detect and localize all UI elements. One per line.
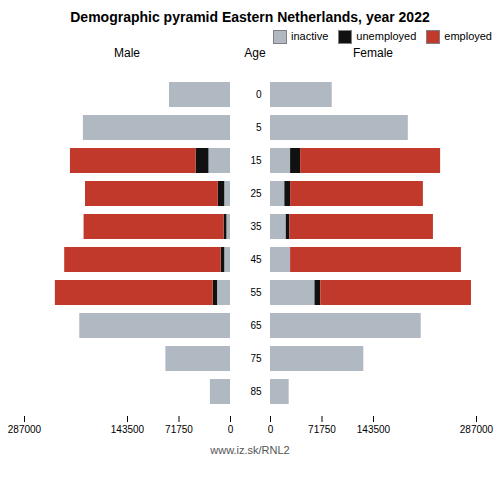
svg-text:287000: 287000	[460, 424, 494, 435]
svg-text:71750: 71750	[165, 424, 193, 435]
html-text:inactive: inactive	[291, 30, 329, 42]
svg-text:0: 0	[256, 89, 262, 100]
svg-text:75: 75	[250, 353, 262, 364]
html-text:Female: Female	[353, 46, 393, 60]
html-text:Demographic pyramid Eastern Ne: Demographic pyramid Eastern Netherlands,…	[70, 9, 430, 25]
svg-text:65: 65	[250, 320, 262, 331]
svg-text:85: 85	[250, 386, 262, 397]
svg-text:35: 35	[250, 221, 262, 232]
svg-text:5: 5	[256, 122, 262, 133]
html-text:employed: employed	[444, 30, 492, 42]
html-text:www.iz.sk/RNL2: www.iz.sk/RNL2	[210, 444, 290, 456]
html-text:Age: Age	[244, 46, 266, 60]
svg-text:0: 0	[228, 424, 234, 435]
svg-text:143500: 143500	[357, 424, 391, 435]
svg-text:71750: 71750	[308, 424, 336, 435]
html-text:Male: Male	[114, 46, 140, 60]
svg-text:55: 55	[250, 287, 262, 298]
svg-text:0: 0	[268, 424, 274, 435]
svg-text:25: 25	[250, 188, 262, 199]
svg-text:287000: 287000	[8, 424, 42, 435]
svg-text:15: 15	[250, 155, 262, 166]
svg-text:143500: 143500	[111, 424, 145, 435]
html-text:unemployed: unemployed	[356, 30, 417, 42]
svg-text:45: 45	[250, 254, 262, 265]
